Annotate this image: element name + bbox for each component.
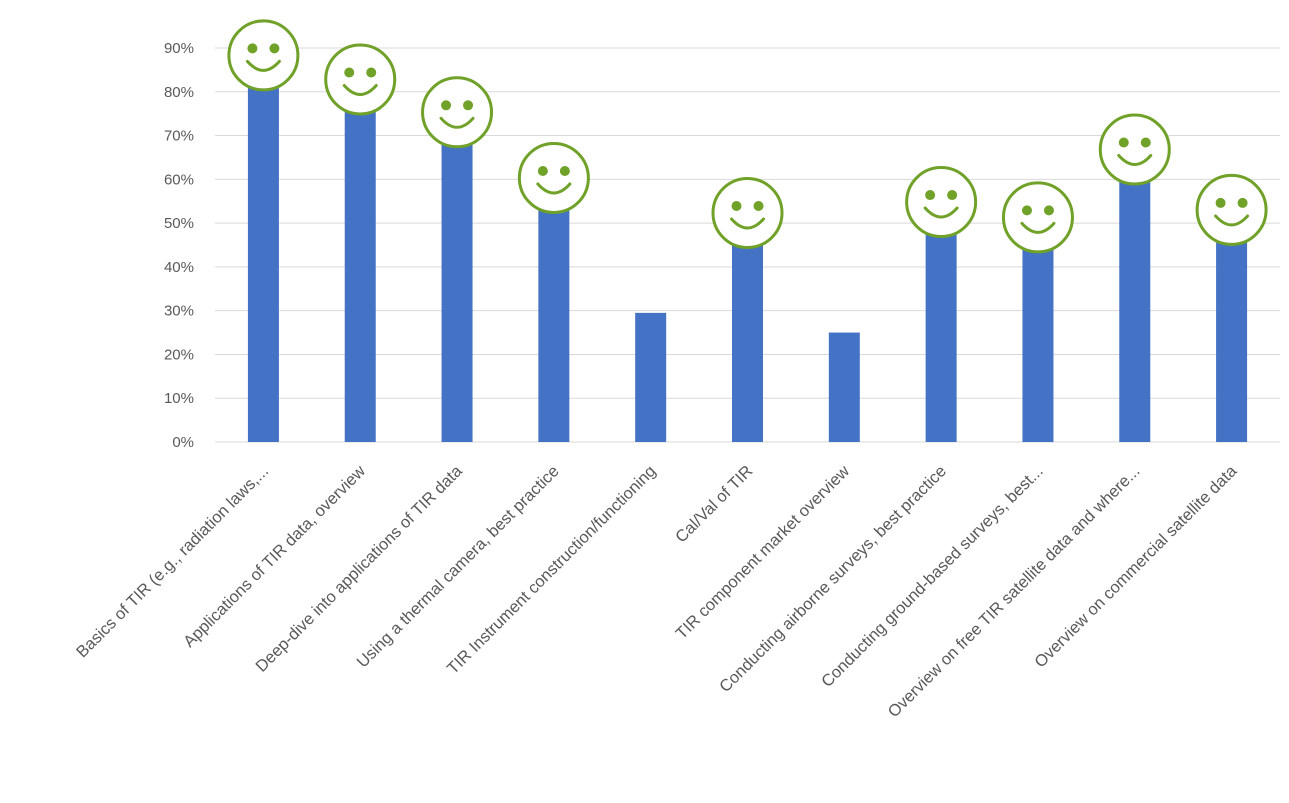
- smiley-face-icon: [227, 19, 300, 92]
- bar: [441, 144, 473, 443]
- x-tick-label: Cal/Val of TIR: [672, 462, 756, 546]
- y-tick-label: 0%: [172, 434, 194, 451]
- smiley-face-icon: [1098, 113, 1171, 186]
- smiley-face-icon: [421, 76, 494, 149]
- y-tick-label: 70%: [164, 128, 194, 145]
- x-tick-label: Using a thermal camera, best practice: [353, 462, 562, 671]
- bars: [247, 87, 1248, 443]
- smiley-face-icon: [1195, 173, 1268, 246]
- smiley-face-icon: [324, 43, 397, 116]
- bar: [344, 111, 376, 442]
- bar: [925, 234, 957, 442]
- y-tick-label: 30%: [164, 303, 194, 320]
- x-tick-label: Overview on commercial satellite data: [1031, 462, 1241, 672]
- x-tick-label: TIR component market overview: [672, 462, 853, 643]
- y-tick-label: 40%: [164, 259, 194, 276]
- y-tick-label: 20%: [164, 346, 194, 363]
- bar: [1216, 241, 1248, 442]
- bar: [538, 209, 570, 442]
- bar: [247, 87, 279, 443]
- smiley-annotations: [227, 19, 1268, 254]
- y-tick-label: 10%: [164, 390, 194, 407]
- bar: [1119, 181, 1151, 442]
- x-tick-label: Conducting ground-based surveys, best...: [818, 462, 1047, 691]
- smiley-face-icon: [711, 177, 784, 249]
- smiley-face-icon: [1001, 181, 1074, 254]
- y-tick-label: 80%: [164, 84, 194, 101]
- y-axis-tick-labels: 0% 10% 20% 30% 40% 50% 60% 70% 80% 90%: [164, 40, 194, 451]
- smiley-face-icon: [905, 166, 978, 239]
- y-tick-label: 50%: [164, 215, 194, 232]
- bar: [635, 312, 667, 442]
- y-tick-label: 60%: [164, 171, 194, 188]
- bar: [1022, 249, 1054, 442]
- bar: [828, 332, 860, 442]
- y-tick-label: 90%: [164, 40, 194, 57]
- bar: [732, 245, 763, 442]
- x-tick-label: Basics of TIR (e.g., radiation laws,...: [73, 462, 272, 661]
- x-axis-tick-labels: Basics of TIR (e.g., radiation laws,...A…: [73, 462, 1241, 722]
- x-tick-label: Applications of TIR data, overview: [180, 462, 369, 651]
- smiley-face-icon: [517, 141, 590, 214]
- x-tick-label: Conducting airborne surveys, best practi…: [716, 462, 950, 696]
- x-tick-label: Deep-dive into applications of TIR data: [252, 462, 466, 676]
- x-tick-label: TIR Instrument construction/functioning: [444, 462, 660, 678]
